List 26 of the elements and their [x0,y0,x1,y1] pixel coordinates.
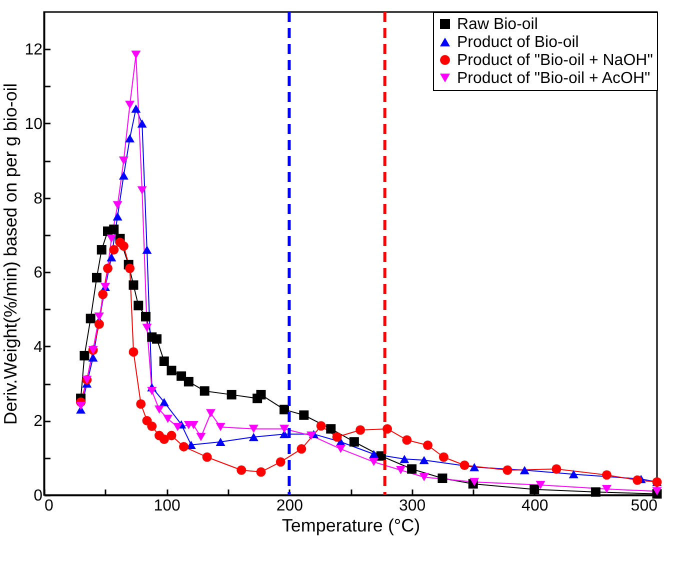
legend-label: Product of "Bio-oil + NaOH" [457,52,653,69]
point [602,484,612,494]
x-tick-label: 0 [44,498,54,514]
y-tick-label: 12 [24,42,43,59]
point [460,460,470,470]
legend-label: Product of "Bio-oil + AcOH" [457,70,650,87]
y-tick-label: 8 [34,190,43,208]
point [206,409,216,418]
x-tick-label: 300 [398,498,426,514]
legend-label: Product of Bio-oil [457,34,579,51]
x-tick-label: 500 [630,498,658,514]
x-tick-label: 200 [276,498,304,514]
y-tick-label: 2 [34,413,43,430]
point [422,440,432,450]
point [179,442,189,452]
point [159,434,169,444]
y-tick-label: 6 [34,264,43,282]
y-tick-label: 10 [24,116,43,133]
legend-label: Raw Bio-oil [457,16,538,33]
point [602,470,612,480]
y-axis-title: Deriv.Weight(%/min) based on per g bio-oil [0,83,21,425]
x-tick-label: 100 [154,498,181,514]
y-tick-label: 4 [34,338,43,356]
point [396,466,406,474]
x-tick-label: 400 [522,498,548,514]
x-axis-title: Temperature (°C) [282,516,420,536]
